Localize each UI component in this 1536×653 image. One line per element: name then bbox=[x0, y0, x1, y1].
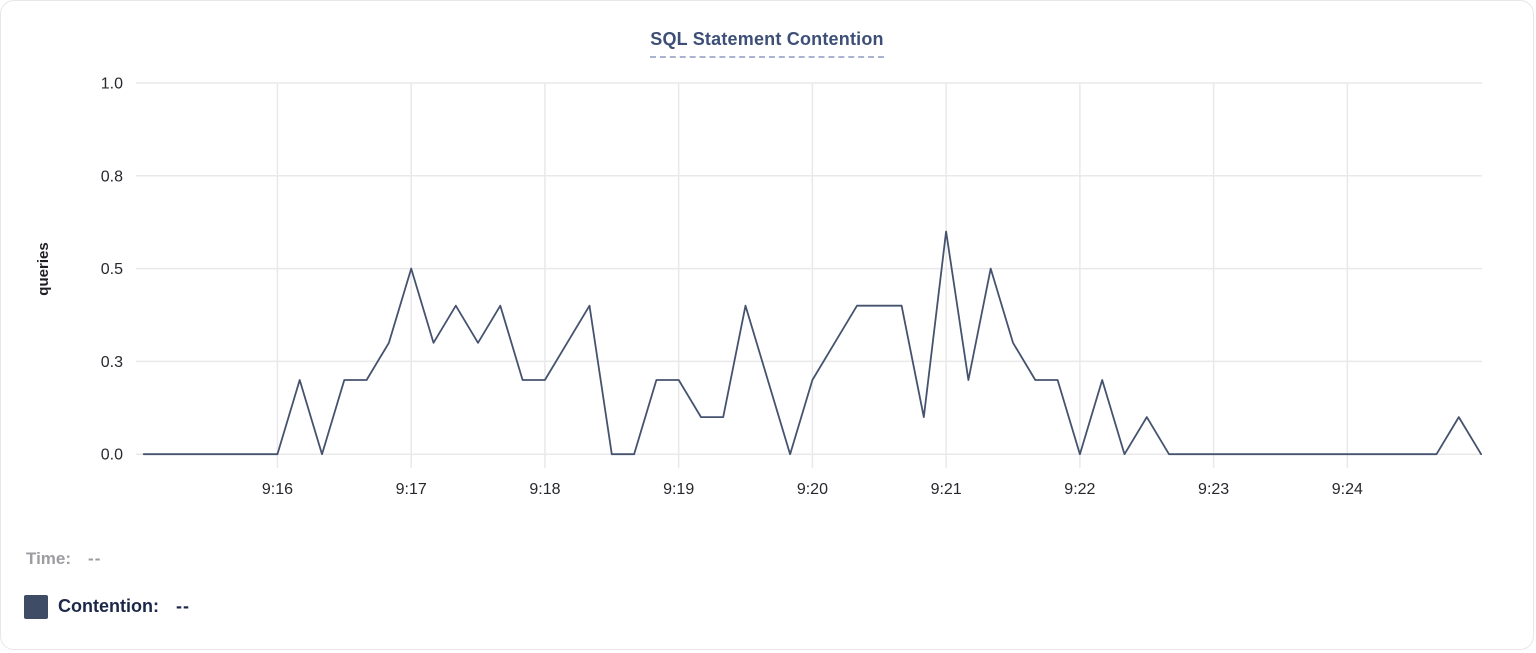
time-label: Time: bbox=[26, 549, 72, 568]
svg-text:9:21: 9:21 bbox=[931, 481, 962, 498]
horizontal-gridlines bbox=[136, 82, 1482, 455]
chart-title-row: SQL Statement Contention bbox=[1, 29, 1533, 58]
svg-text:9:18: 9:18 bbox=[529, 481, 560, 498]
svg-text:0.5: 0.5 bbox=[101, 261, 123, 278]
contention-value: -- bbox=[175, 596, 190, 616]
contention-color-swatch bbox=[24, 594, 48, 619]
chart-title[interactable]: SQL Statement Contention bbox=[650, 29, 884, 58]
svg-text:1.0: 1.0 bbox=[101, 76, 123, 93]
svg-text:9:24: 9:24 bbox=[1332, 481, 1363, 498]
y-axis-label: queries bbox=[35, 242, 52, 295]
svg-text:9:16: 9:16 bbox=[262, 481, 293, 498]
svg-text:0.3: 0.3 bbox=[101, 354, 123, 371]
svg-text:9:22: 9:22 bbox=[1064, 481, 1095, 498]
svg-text:9:20: 9:20 bbox=[797, 481, 828, 498]
time-value: -- bbox=[88, 549, 102, 568]
svg-text:0.0: 0.0 bbox=[101, 447, 123, 464]
svg-text:9:17: 9:17 bbox=[396, 481, 427, 498]
svg-text:9:23: 9:23 bbox=[1198, 481, 1229, 498]
legend-time-row: Time: -- bbox=[26, 546, 101, 572]
x-tick-labels: 9:16 9:17 9:18 9:19 9:20 9:21 9:22 9:23 9:24 bbox=[262, 481, 1363, 498]
svg-text:0.8: 0.8 bbox=[101, 168, 123, 185]
y-tick-labels: 0.0 0.3 0.5 0.8 1.0 bbox=[101, 76, 123, 464]
vertical-gridlines bbox=[276, 83, 1349, 468]
contention-series-line bbox=[142, 230, 1482, 456]
legend-contention-row: Contention: -- bbox=[24, 593, 190, 620]
contention-label: Contention: bbox=[58, 596, 159, 616]
svg-text:9:19: 9:19 bbox=[663, 481, 694, 498]
